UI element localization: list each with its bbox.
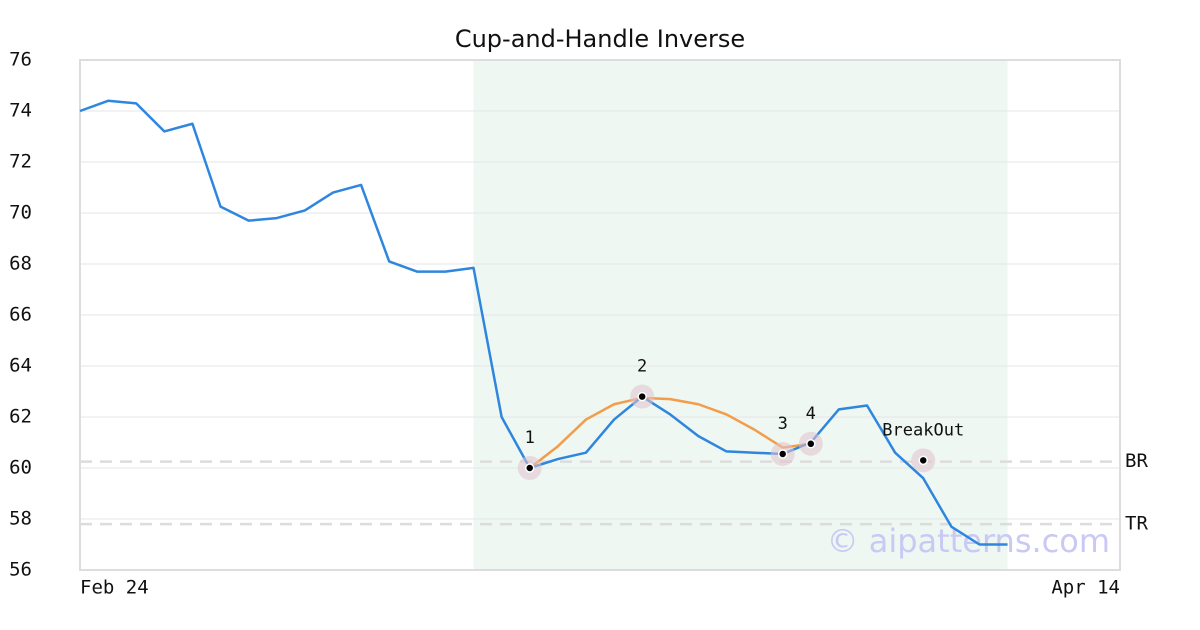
plot-border <box>79 59 1121 571</box>
x-tick-label: Feb 24 <box>80 577 149 599</box>
chart-title: Cup-and-Handle Inverse <box>455 25 745 53</box>
reference-label: BR <box>1125 450 1148 472</box>
marker-label: 1 <box>525 428 535 448</box>
y-tick-label: 70 <box>9 202 32 224</box>
y-tick-label: 72 <box>9 151 32 173</box>
marker-dot <box>524 463 535 473</box>
marker-label: 4 <box>806 404 816 424</box>
watermark: © aipatterns.com <box>827 522 1110 560</box>
marker-label: 2 <box>637 357 647 377</box>
marker-label: BreakOut <box>882 420 964 440</box>
series-line <box>528 396 811 469</box>
y-tick-label: 58 <box>9 508 32 530</box>
marker-dot <box>918 455 928 466</box>
y-tick-label: 64 <box>9 355 32 377</box>
series-line <box>79 99 1008 546</box>
y-tick-label: 76 <box>9 49 32 71</box>
y-tick-label: 68 <box>9 253 32 275</box>
x-tick-label: Apr 14 <box>1051 577 1120 599</box>
marker-dot <box>806 439 816 449</box>
marker-dot <box>777 449 788 459</box>
y-tick-label: 66 <box>9 304 32 326</box>
y-tick-label: 62 <box>9 406 32 428</box>
marker-label: 3 <box>778 414 788 434</box>
y-tick-label: 74 <box>9 100 32 122</box>
y-tick-label: 56 <box>9 559 32 581</box>
marker-dot <box>637 391 647 402</box>
y-tick-label: 60 <box>9 457 32 479</box>
reference-label: TR <box>1125 513 1148 535</box>
